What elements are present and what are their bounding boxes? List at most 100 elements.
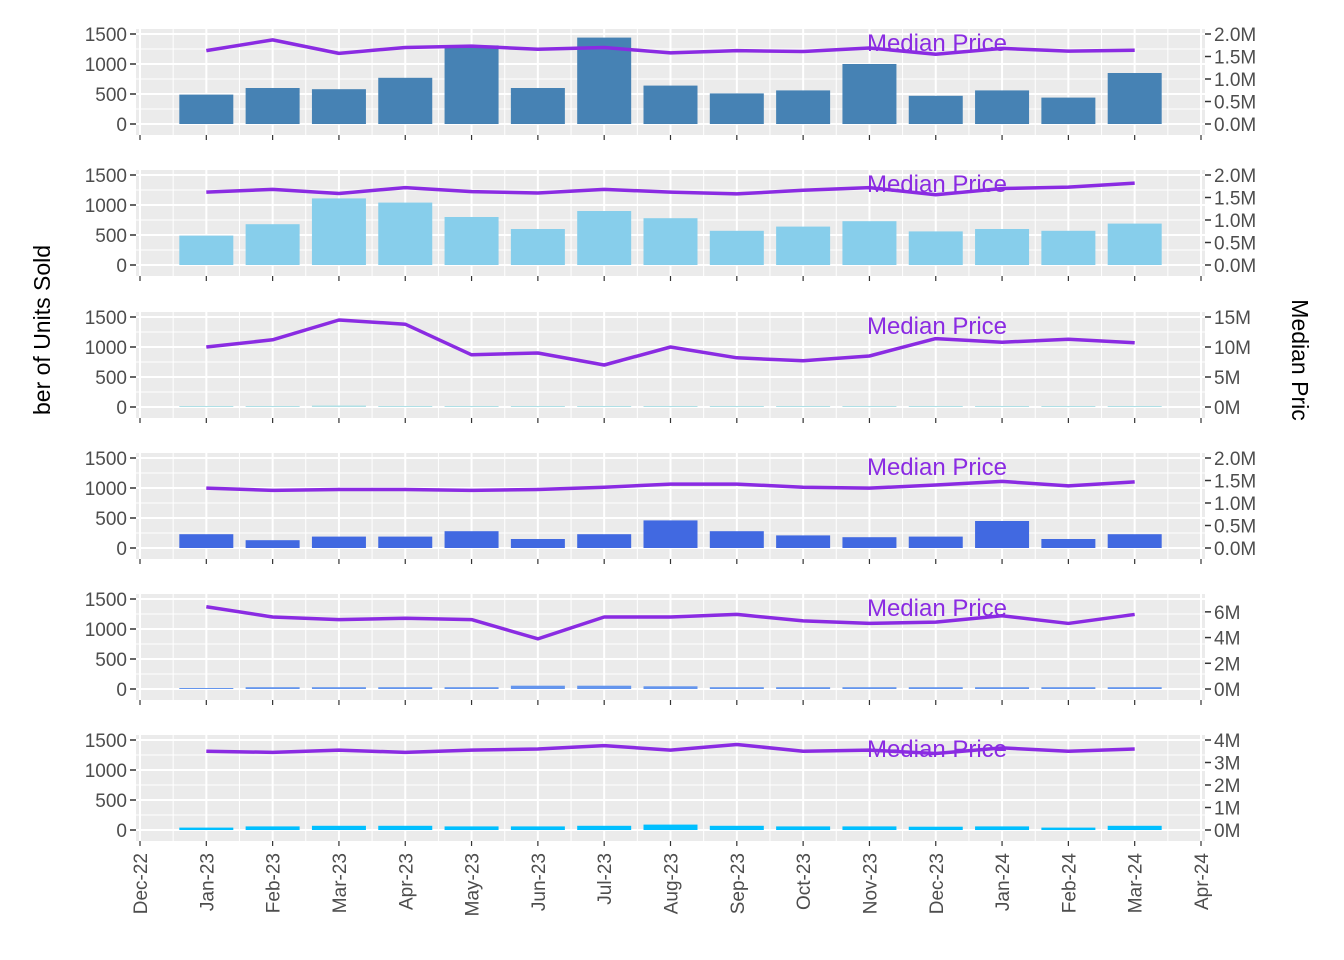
right-tick-label: 0.0M [1214, 539, 1256, 560]
left-tick-label: 500 [95, 509, 127, 530]
x-tick-label-Dec-23: Dec-23 [927, 853, 948, 914]
x-tick-label-Apr-24: Apr-24 [1192, 853, 1213, 910]
bar-Oct-23 [776, 687, 831, 689]
bar-Mar-24 [1107, 223, 1162, 265]
left-tick-label: 1000 [85, 761, 127, 782]
panel-3: Median Price 0 500 1000 1500 0M 5M 10M 15M [85, 308, 1251, 423]
left-tick-label: 1500 [85, 166, 127, 187]
left-tick-label: 1500 [85, 449, 127, 470]
bar-Nov-23 [842, 406, 897, 407]
bar-Feb-23 [245, 687, 300, 689]
x-tick-label-Mar-24: Mar-24 [1126, 853, 1147, 914]
bar-Sep-23 [709, 825, 764, 830]
left-tick-label: 500 [95, 368, 127, 389]
bar-Mar-24 [1107, 406, 1162, 407]
bar-Feb-23 [245, 224, 300, 265]
bar-Dec-23 [908, 231, 963, 265]
bar-Feb-23 [245, 88, 300, 124]
right-tick-label: 0.5M [1214, 517, 1256, 538]
median-price-line [206, 604, 1135, 641]
bar-Sep-23 [709, 406, 764, 407]
left-tick-label: 500 [95, 650, 127, 671]
median-price-label: Median Price [867, 736, 1007, 763]
bar-Jul-23 [577, 825, 632, 830]
bar-Mar-24 [1107, 534, 1162, 548]
left-tick-label: 500 [95, 791, 127, 812]
bar-May-23 [444, 406, 499, 407]
bar-Feb-24 [1041, 827, 1096, 830]
bar-Sep-23 [709, 687, 764, 689]
right-tick-label: 0M [1214, 680, 1240, 701]
bar-Jan-23 [179, 406, 234, 407]
bar-Feb-24 [1041, 687, 1096, 689]
bar-Mar-24 [1107, 73, 1162, 124]
bar-Feb-24 [1041, 97, 1096, 124]
bar-Mar-23 [311, 825, 366, 830]
bar-Jan-23 [179, 534, 234, 548]
bar-Dec-23 [908, 826, 963, 830]
bar-Jul-23 [577, 211, 632, 265]
bar-Jun-23 [510, 685, 565, 689]
x-tick-label-Sep-23: Sep-23 [728, 853, 749, 914]
right-tick-label: 1.5M [1214, 189, 1256, 210]
bar-Apr-23 [378, 536, 433, 548]
bar-Jul-23 [577, 534, 632, 548]
left-tick-label: 500 [95, 85, 127, 106]
bar-Mar-23 [311, 687, 366, 689]
median-price-label: Median Price [867, 595, 1007, 622]
bar-Jun-23 [510, 88, 565, 124]
right-tick-label: 5M [1214, 368, 1240, 389]
median-price-line [206, 479, 1135, 493]
bar-Apr-23 [378, 77, 433, 124]
left-tick-label: 0 [116, 680, 127, 701]
left-tick-label: 1000 [85, 479, 127, 500]
bar-Oct-23 [776, 226, 831, 265]
bar-Feb-24 [1041, 230, 1096, 265]
x-tick-label-Jan-23: Jan-23 [197, 853, 218, 911]
right-tick-label: 2.0M [1214, 25, 1256, 46]
right-tick-label: 15M [1214, 308, 1251, 329]
bar-Apr-23 [378, 406, 433, 407]
right-tick-label: 1M [1214, 799, 1240, 820]
bar-Mar-23 [311, 198, 366, 265]
bar-Mar-24 [1107, 687, 1162, 689]
median-price-line [206, 181, 1135, 197]
bar-Mar-23 [311, 89, 366, 124]
right-tick-label: 0M [1214, 398, 1240, 419]
left-tick-label: 1500 [85, 308, 127, 329]
panel-2: Median Price 0 500 1000 1500 0.0M0.5M1.0M1.5M… [85, 166, 1256, 281]
right-tick-label: 1.0M [1214, 70, 1256, 91]
median-price-label: Median Price [867, 454, 1007, 481]
left-axis-title: ber of Units Sold [29, 245, 55, 415]
bar-Jul-23 [577, 37, 632, 124]
bar-Mar-24 [1107, 825, 1162, 830]
median-price-label: Median Price [867, 313, 1007, 340]
bar-May-23 [444, 687, 499, 689]
bar-May-23 [444, 531, 499, 548]
bar-Jan-24 [975, 521, 1030, 548]
left-tick-label: 0 [116, 821, 127, 842]
bar-Jan-23 [179, 235, 234, 265]
bar-Sep-23 [709, 531, 764, 548]
right-tick-label: 4M [1214, 731, 1240, 752]
median-price-line [206, 742, 1135, 756]
bar-Dec-23 [908, 406, 963, 407]
bar-Nov-23 [842, 221, 897, 265]
right-tick-label: 1.5M [1214, 48, 1256, 69]
left-tick-label: 1000 [85, 620, 127, 641]
right-tick-label: 1.5M [1214, 472, 1256, 493]
right-tick-label: 10M [1214, 338, 1251, 359]
bar-Jun-23 [510, 406, 565, 407]
right-tick-label: 4M [1214, 629, 1240, 650]
bar-Oct-23 [776, 90, 831, 124]
bar-Jan-24 [975, 406, 1030, 407]
left-tick-label: 1500 [85, 590, 127, 611]
x-tick-label-May-23: May-23 [463, 853, 484, 916]
x-tick-label-Aug-23: Aug-23 [662, 853, 683, 914]
x-tick-label-Dec-22: Dec-22 [131, 853, 152, 914]
bar-Dec-23 [908, 687, 963, 689]
left-tick-label: 500 [95, 226, 127, 247]
right-tick-label: 3M [1214, 754, 1240, 775]
left-tick-label: 0 [116, 539, 127, 560]
